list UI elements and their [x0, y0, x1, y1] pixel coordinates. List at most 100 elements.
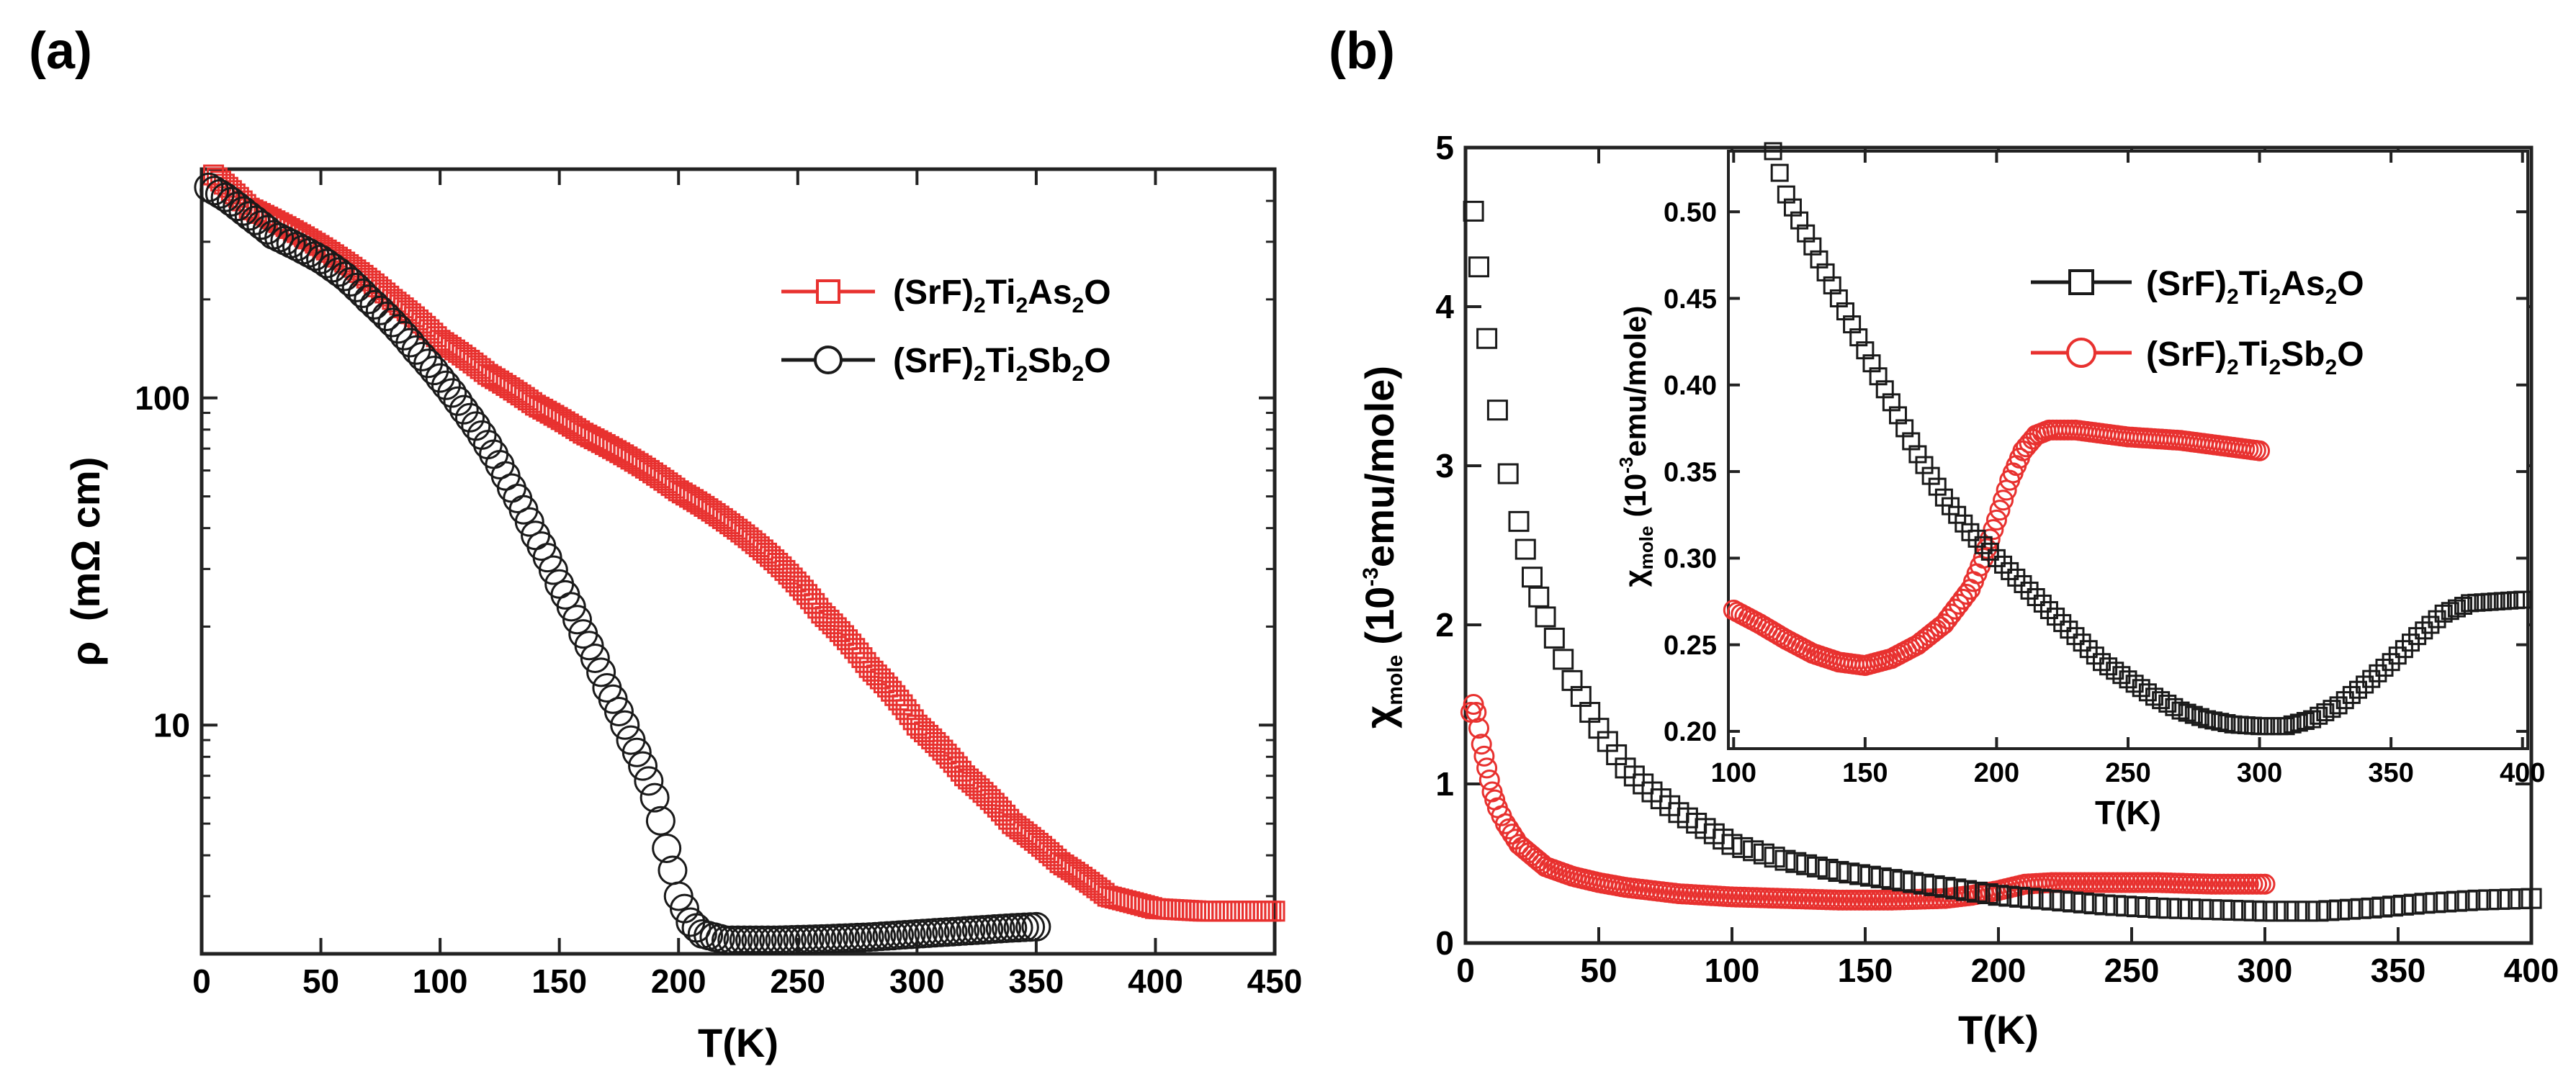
a-sb-point-23: [330, 261, 360, 292]
a-as-point-154: [767, 552, 789, 574]
svg-text:(SrF)2Ti2Sb2O: (SrF)2Ti2Sb2O: [893, 342, 1111, 386]
a-as-point-156: [774, 559, 796, 581]
legend-b-1-base: (SrF): [2146, 265, 2227, 303]
b-as-point-94: [2403, 893, 2425, 915]
y-axis-label-b: χmole (10-3emu/mole): [1357, 366, 1407, 729]
b-xtick-label-1: 50: [1580, 952, 1617, 989]
inset-as-point-88: [2342, 685, 2361, 704]
legend-a-2-s1: 2: [974, 362, 986, 386]
a-as-point-210: [972, 782, 994, 803]
b-as-point-9: [1535, 606, 1556, 628]
inset-as-point-62: [2171, 701, 2190, 720]
inset-sb-point-143: [2249, 440, 2271, 461]
legend-a-1-s3: 2: [1072, 294, 1085, 317]
legend-b-2-s2: 2: [2268, 356, 2281, 379]
inset-as-point-87: [2335, 691, 2354, 710]
svg-text:(SrF)2Ti2As2O: (SrF)2Ti2As2O: [2146, 265, 2364, 309]
b-as-point-81: [2265, 901, 2286, 922]
a-as-point-215: [990, 800, 1012, 822]
a-as-point-204: [950, 760, 971, 782]
a-sb-point-74: [634, 766, 664, 796]
a-as-point-211: [976, 785, 997, 807]
a-as-point-59: [418, 319, 440, 340]
a-sb-point-76: [645, 806, 676, 836]
b-as-point-2: [1476, 328, 1498, 349]
y-axis-label-a: ρ (mΩ cm): [63, 457, 108, 667]
b-as-point-86: [2318, 900, 2340, 921]
inset-as-point-66: [2198, 710, 2217, 729]
a-as-point-153: [763, 549, 785, 571]
inset-as-point-8: [1816, 263, 1835, 281]
b-as-point-85: [2307, 901, 2329, 922]
b-as-point-43: [1859, 865, 1881, 887]
inset-sb-point-70: [1983, 519, 2004, 541]
inset-as-point-2: [1777, 185, 1795, 204]
a-xtick-label-0: 0: [192, 962, 211, 1000]
square-marker-icon: [2068, 269, 2094, 295]
b-as-point-77: [2222, 899, 2244, 921]
b-as-point-11: [1553, 649, 1574, 670]
inset-xtick-label-6: 400: [2500, 758, 2545, 788]
svg-text:χmole(10-3emu/mole): χmole (10-3emu/mole): [1357, 366, 1407, 729]
inset-as-point-11: [1836, 302, 1854, 321]
a-sb-point-75: [639, 782, 670, 813]
b-as-point-90: [2361, 897, 2382, 919]
b-as-point-59: [2030, 888, 2052, 910]
b-as-point-56: [1998, 885, 2020, 907]
a-sb-point-99: [783, 924, 813, 955]
inset-as-point-5: [1797, 224, 1816, 243]
a-as-point-180: [862, 660, 884, 682]
inset-as-point-24: [1921, 466, 1940, 485]
a-ytick-label-0: 10: [153, 706, 190, 744]
b-as-point-72: [2169, 898, 2191, 919]
b-as-point-6: [1514, 538, 1536, 560]
inset-as-point-93: [2375, 659, 2394, 677]
legend-b-2-m2: Sb: [2281, 335, 2325, 374]
b-as-point-62: [2063, 891, 2084, 913]
inset-sb-point-55: [1929, 616, 1951, 638]
a-sb-point-27: [354, 284, 384, 315]
a-sb-point-72: [621, 737, 652, 767]
b-as-point-73: [2179, 898, 2201, 920]
b-as-point-66: [2105, 895, 2127, 916]
inset-as-point-10: [1829, 289, 1848, 307]
b-as-point-51: [1945, 878, 1967, 900]
y-label-b-rest: emu/mole): [1357, 366, 1402, 567]
circle-marker-icon: [2066, 338, 2096, 368]
a-sb-point-38: [419, 356, 449, 386]
legend-a-1-end: O: [1084, 274, 1110, 312]
svg-text:ρ (mΩ cm): ρ (mΩ cm): [63, 457, 108, 667]
b-as-point-97: [2436, 891, 2457, 913]
a-as-point-166: [811, 603, 833, 624]
b-ytick-label-0: 0: [1435, 924, 1454, 962]
legend-b-2-s1: 2: [2227, 356, 2239, 379]
inset-xtick-label-5: 350: [2368, 758, 2413, 788]
inset-ytick-label-3: 0.35: [1664, 457, 1717, 487]
b-as-point-55: [1988, 885, 2009, 906]
a-xtick-label-8: 400: [1128, 962, 1183, 1000]
b-as-point-58: [2019, 888, 2041, 909]
b-as-point-3: [1486, 400, 1508, 421]
legend-a-1-base: (SrF): [893, 274, 974, 312]
inset-as-point-79: [2283, 715, 2302, 734]
inset-xtick-label-4: 300: [2237, 758, 2282, 788]
b-ytick-label-5: 5: [1435, 129, 1454, 166]
a-as-point-230: [1046, 849, 1067, 870]
a-sb-point-66: [586, 657, 616, 687]
a-as-point-198: [928, 736, 950, 757]
a-sb-point-97: [771, 925, 801, 955]
a-as-point-179: [858, 657, 880, 678]
a-ytick-label-1: 100: [135, 379, 190, 417]
inset-xtick-label-0: 100: [1711, 758, 1756, 788]
b-as-point-48: [1913, 873, 1934, 895]
b-sb-point-6: [1476, 757, 1498, 779]
a-xtick-label-6: 300: [889, 962, 945, 1000]
inset-as-point-0: [1764, 142, 1782, 161]
legend-a-2-s3: 2: [1072, 362, 1085, 386]
b-as-point-105: [2521, 888, 2542, 909]
inset-as-point-7: [1810, 250, 1828, 269]
inset-sb-point-69: [1979, 528, 2001, 550]
inset-as-point-36: [2001, 561, 2019, 580]
b-ytick-label-2: 2: [1435, 606, 1454, 644]
y-label-a-unit: (mΩ cm): [63, 457, 108, 621]
